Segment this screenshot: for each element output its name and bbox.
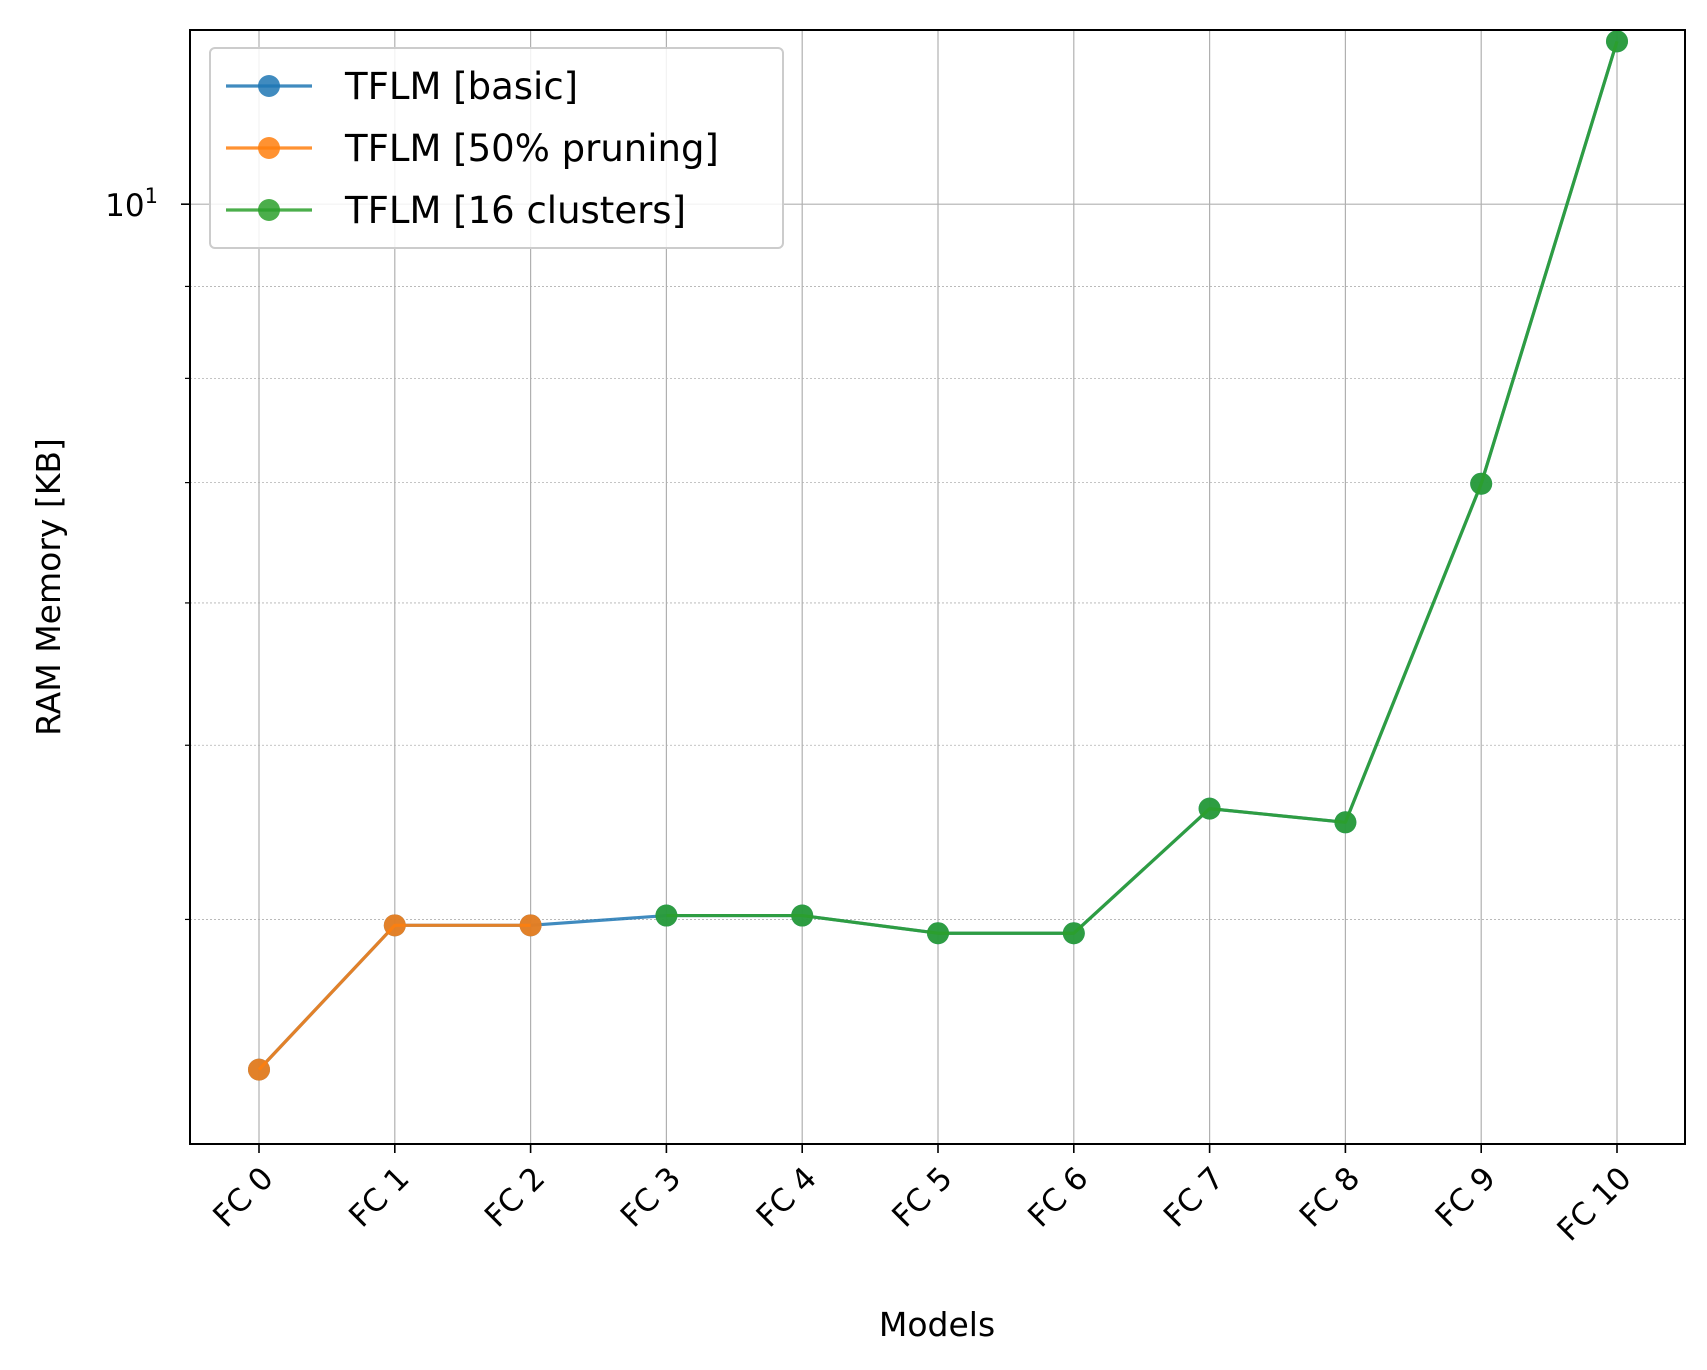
data-point bbox=[1062, 922, 1085, 945]
legend-swatch-marker bbox=[258, 199, 280, 221]
legend: TFLM [basic] TFLM [50% pruning] TFLM [16 c… bbox=[209, 47, 784, 249]
series-line bbox=[666, 40, 1619, 935]
data-point bbox=[248, 1058, 270, 1081]
data-point bbox=[655, 904, 678, 927]
data-point bbox=[1334, 811, 1357, 834]
data-point bbox=[1198, 797, 1221, 820]
legend-box bbox=[209, 47, 784, 249]
data-point bbox=[927, 922, 949, 945]
legend-label: TFLM [50% pruning] bbox=[344, 127, 719, 170]
grid-lines bbox=[190, 30, 1685, 1144]
y-tick-label: 101 bbox=[105, 184, 158, 224]
data-point bbox=[519, 914, 542, 937]
data-point bbox=[383, 914, 406, 937]
y-axis-title: RAM Memory [KB] bbox=[29, 438, 68, 736]
legend-label: TFLM [16 clusters] bbox=[344, 189, 686, 232]
data-point bbox=[791, 904, 814, 927]
data-point bbox=[1606, 30, 1628, 53]
legend-swatch-marker bbox=[258, 75, 280, 97]
series-lines bbox=[248, 30, 1628, 1081]
legend-label: TFLM [basic] bbox=[344, 65, 578, 108]
legend-swatch-marker bbox=[258, 137, 280, 159]
x-axis-title: Models bbox=[879, 1305, 995, 1344]
data-point bbox=[1470, 472, 1493, 495]
